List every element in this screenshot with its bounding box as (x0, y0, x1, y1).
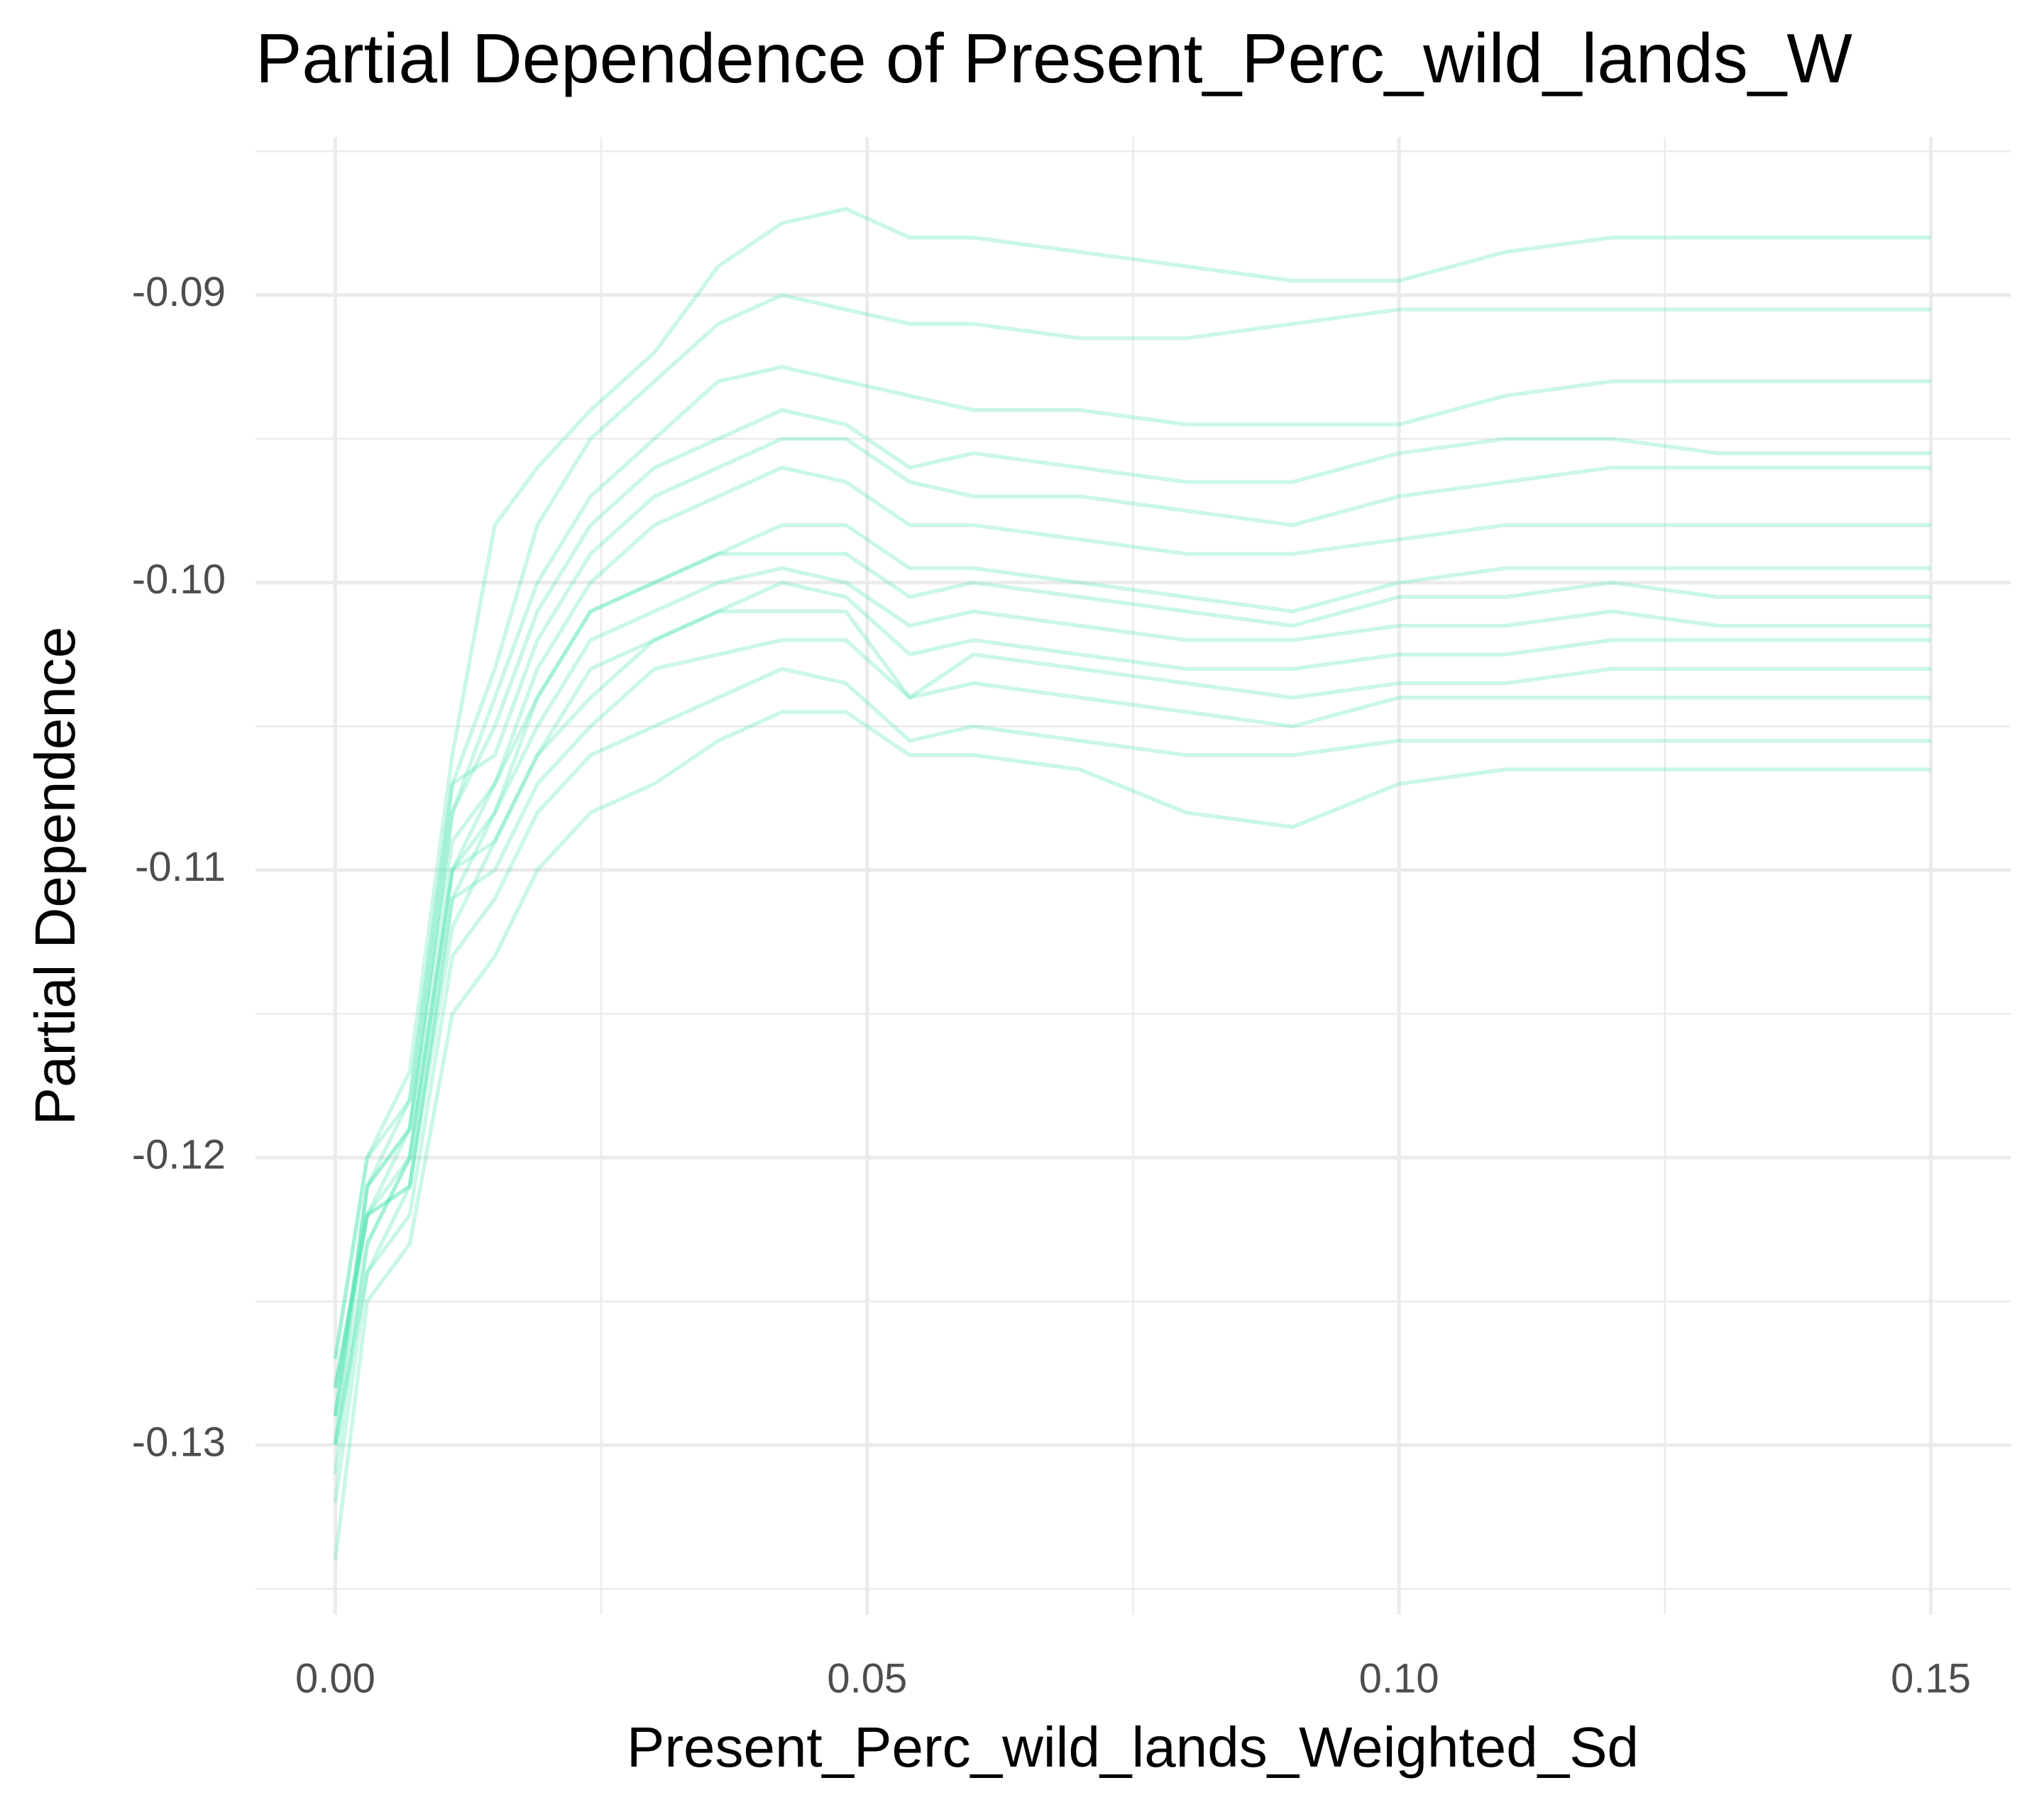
x-tick-label: 0.10 (1359, 1655, 1439, 1701)
x-axis-title: Present_Perc_wild_lands_Weighted_Sd (627, 1716, 1639, 1779)
ice-line (333, 365, 1931, 1388)
ice-line (333, 581, 1931, 1474)
y-axis-title: Partial Dependence (23, 627, 87, 1126)
y-tick-label: -0.13 (132, 1419, 226, 1465)
ice-line (333, 207, 1931, 1359)
ice-line (333, 638, 1931, 1503)
ice-line (333, 293, 1931, 1417)
y-tick-label: -0.09 (132, 269, 226, 315)
ice-line (333, 408, 1931, 1446)
y-tick-label: -0.11 (135, 844, 226, 890)
ice-line (333, 466, 1931, 1388)
y-tick-label: -0.10 (132, 556, 226, 603)
x-tick-label: 0.15 (1891, 1655, 1971, 1701)
grid (256, 137, 2011, 1615)
ice-line (333, 551, 1931, 1446)
lines (333, 207, 1931, 1561)
ice-line (333, 437, 1931, 1359)
ice-line (333, 523, 1931, 1417)
y-tick-label: -0.12 (132, 1131, 226, 1178)
ice-line (333, 666, 1931, 1446)
ice-line (333, 710, 1931, 1561)
chart-title: Partial Dependence of Present_Perc_wild_… (256, 19, 1852, 97)
x-tick-label: 0.05 (827, 1655, 907, 1701)
x-tick-label: 0.00 (295, 1655, 375, 1701)
ice-line (333, 609, 1931, 1417)
ice-line (333, 566, 1931, 1388)
